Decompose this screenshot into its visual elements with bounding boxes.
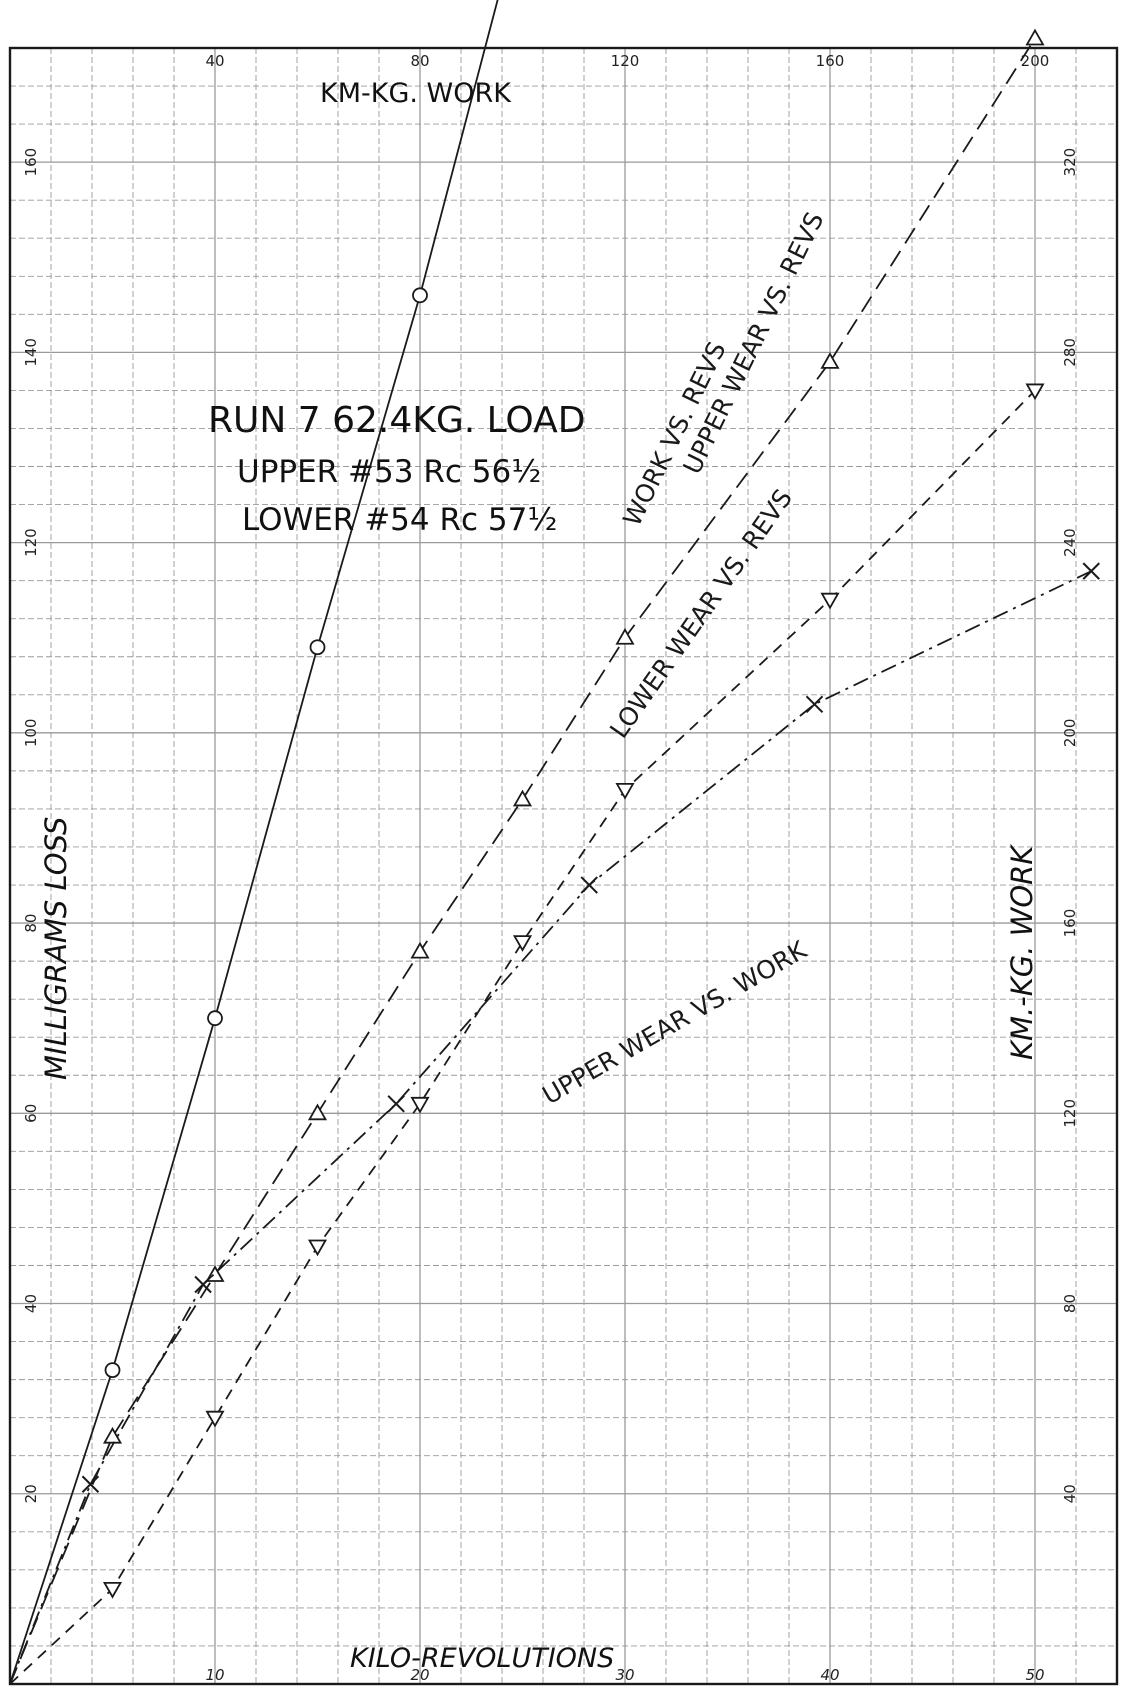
grid	[9, 47, 1118, 1685]
series-line	[9, 0, 499, 1685]
data-point-circle	[207, 1010, 223, 1027]
annotation-line-1: RUN 7 62.4KG. LOAD	[208, 400, 585, 441]
data-point-triangle-down	[102, 1581, 123, 1599]
data-point-triangle-up	[820, 352, 840, 369]
right-axis-label: KM.-KG. WORK	[1005, 844, 1039, 1060]
data-point-x	[387, 1095, 405, 1113]
series-4	[9, 562, 1100, 1685]
annotation-line-2: UPPER #53 Rc 56½	[237, 454, 541, 490]
bottom-tick-label: 40	[820, 1666, 839, 1684]
bottom-tick-label: 20	[410, 1666, 429, 1684]
run-annotation: RUN 7 62.4KG. LOAD UPPER #53 Rc 56½ LOWE…	[208, 400, 585, 538]
bottom-tick-label: 50	[1025, 1666, 1044, 1684]
top-tick-label: 120	[611, 52, 640, 70]
bottom-tick-label: 10	[205, 1666, 224, 1684]
left-tick-label: 120	[22, 528, 40, 557]
series-3	[9, 383, 1045, 1685]
data-point-circle	[309, 639, 326, 656]
data-point-triangle-up	[307, 1103, 328, 1121]
data-point-triangle-up	[1025, 28, 1045, 46]
right-tick-label: 280	[1061, 338, 1079, 367]
right-tick-label: 80	[1061, 1294, 1079, 1313]
data-point-triangle-down	[820, 592, 840, 610]
series-2	[9, 28, 1045, 1685]
top-tick-label: 80	[410, 52, 429, 70]
right-tick-label: 320	[1061, 148, 1079, 177]
series-1	[9, 0, 499, 1685]
left-axis-label: MILLIGRAMS LOSS	[39, 817, 73, 1080]
data-point-circle	[412, 287, 428, 304]
data-point-triangle-down	[615, 783, 635, 800]
data-point-triangle-down	[512, 935, 533, 952]
top-tick-label: 160	[816, 52, 845, 70]
top-tick-label: 200	[1021, 52, 1050, 70]
left-tick-label: 80	[22, 914, 40, 933]
right-tick-label: 200	[1061, 719, 1079, 748]
plot-border	[8, 46, 1119, 1686]
bottom-axis-label: KILO-REVOLUTIONS	[350, 1643, 614, 1674]
data-point-triangle-up	[102, 1426, 123, 1444]
top-axis-label: KM-KG. WORK	[320, 78, 512, 109]
series-layer	[9, 0, 1100, 1685]
left-tick-label: 100	[22, 719, 40, 748]
left-tick-label: 160	[22, 148, 40, 177]
data-point-x	[580, 876, 598, 894]
data-point-triangle-up	[512, 789, 533, 807]
data-point-triangle-down	[205, 1410, 225, 1428]
data-point-x	[1082, 562, 1100, 580]
left-tick-label: 60	[22, 1104, 40, 1123]
data-point-circle	[104, 1362, 121, 1379]
data-point-triangle-up	[410, 941, 430, 959]
right-tick-label: 240	[1061, 528, 1079, 557]
data-point-x	[81, 1475, 100, 1493]
data-point-triangle-up	[615, 627, 635, 645]
data-point-triangle-down	[307, 1239, 328, 1257]
plot-frame	[8, 46, 1119, 1686]
data-point-triangle-down	[410, 1096, 430, 1114]
data-point-x	[805, 695, 824, 714]
top-tick-label: 40	[205, 52, 224, 70]
left-tick-label: 20	[22, 1484, 40, 1503]
right-tick-label: 160	[1061, 909, 1079, 938]
right-tick-label: 120	[1061, 1099, 1079, 1128]
data-point-triangle-down	[1025, 383, 1045, 401]
bottom-tick-label: 30	[615, 1666, 634, 1684]
annotation-line-3: LOWER #54 Rc 57½	[242, 502, 557, 538]
tick-labels: 10 20 30 40 50 40 80 120 160 200 20 40 60 80 100 120 140…	[22, 52, 1079, 1684]
right-tick-label: 40	[1061, 1484, 1079, 1503]
data-point-x	[194, 1275, 212, 1294]
left-tick-label: 40	[22, 1294, 40, 1313]
series-line	[9, 389, 1036, 1685]
left-tick-label: 140	[22, 338, 40, 367]
